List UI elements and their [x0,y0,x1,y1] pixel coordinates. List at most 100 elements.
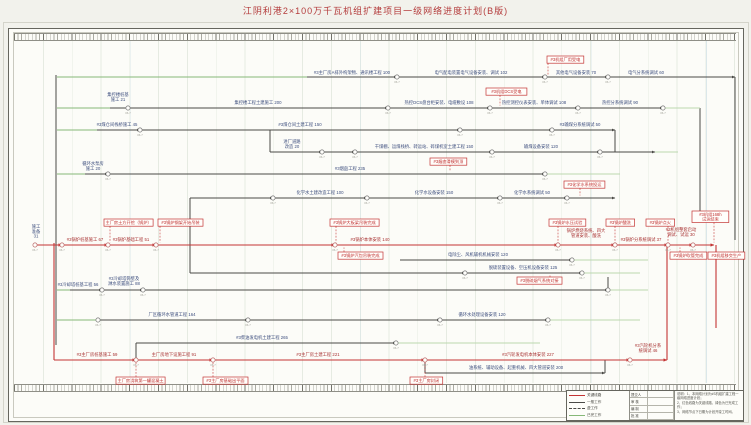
edges-layer [35,75,736,375]
event-node [597,149,603,155]
event-node [575,105,581,111]
node-date: 06-7 [105,248,111,252]
node-date: 06-7 [597,155,603,159]
node-date: 06-7 [133,363,139,367]
activity-label: 集控楼桩基施工 21 [107,91,129,103]
legend-item: 关键线路 [567,393,629,398]
event-node [32,242,38,248]
node-date: 06-7 [394,80,400,84]
milestone-box [202,376,249,385]
milestone-box [691,210,730,223]
page-title: 江阴利港2×100万千瓦机组扩建项目一级网络进度计划(B版) [242,6,509,16]
event-node [352,149,358,155]
legend-item: 已完工作 [567,413,629,418]
milestone-label: 主厂房浇筑第一罐混凝土 [118,377,164,384]
node-date: 06-7 [319,155,325,159]
activity-label: #3输煤分系统调试 50 [560,121,601,128]
node-date: 06-7 [542,80,548,84]
node-date: 06-7 [660,111,666,115]
legend: 关键线路一般工作 虚工作已完工作 [567,391,630,420]
event-node [564,195,570,201]
event-node [105,242,111,248]
legend-line-sample [569,401,585,403]
node-date: 06-7 [137,133,143,137]
event-node [105,171,111,177]
activity-label: 热控测控仪表安装、单体调试 108 [502,99,567,106]
activity-label: #3汽轮发电机本体安装 227 [502,351,554,358]
event-node [497,195,503,201]
activity-label: #3锅炉基础工程 51 [113,236,150,243]
node-date: 06-7 [457,133,463,137]
event-node [555,242,561,248]
milestone-box [563,180,606,189]
node-date: 06-7 [612,248,618,252]
event-node [579,270,585,276]
milestone-label: #3锅炉酸洗 [610,219,632,226]
event-node [332,242,338,248]
activity-label: 化学水系统调试 50 [514,189,551,196]
event-node [133,357,139,363]
node-date: 06-7 [95,323,101,327]
month-gridlines [15,40,735,383]
node-date: 06-7 [422,363,428,367]
node-date: 06-7 [393,346,399,350]
event-node [569,257,575,263]
node-date: 06-7 [497,201,503,205]
activity-label: #3主厂房土建工程 221 [296,351,340,358]
event-node [665,242,671,248]
milestone-label: #3锅炉大板梁吊装完成 [333,219,375,226]
node-date: 06-7 [627,363,633,367]
activity-label: #3主厂房A排外构架物、通讯楼工程 100 [314,69,391,76]
activity-label: 循环水处理设备安装 120 [458,311,506,318]
activity-label: 主厂房地下设施工程 91 [152,351,197,358]
activity-label: 热控DCS盘台柜安装、电缆敷设 108 [405,99,475,106]
titleblock-row-value [648,391,674,399]
node-date: 06-7 [690,248,696,252]
activity-label: 化学水设备安装 150 [415,189,454,196]
milestone-box [669,251,708,260]
node-date: 06-7 [462,276,468,280]
milestone-box [157,218,204,227]
activity-label: 进厂道路改造 20 [283,138,301,150]
event-node [605,74,611,80]
milestone-box [707,251,746,260]
milestone-label: #3烟囱滑模到顶 [434,158,465,165]
activity-label: #3机组整套启动调试、试运 30 [666,226,697,238]
activity-label: #3主厂房桩基施工 59 [77,351,118,358]
activity-label: 循环水泵房施工 20 [82,160,103,172]
milestone-label: #3锅炉汽包吊装完成 [341,252,379,259]
legend-item: 一般工作 [567,400,629,405]
milestone-label: #3脱硫烟气系统对接 [520,277,559,284]
activity-label: 其他电气设备安装 70 [556,69,597,76]
activity-label: #3烟囱工程 235 [335,165,366,172]
event-node [462,270,468,276]
milestone-label: #3机组移交生产 [712,252,742,259]
node-date: 06-7 [665,248,671,252]
activity-label: 输煤设备安装 120 [524,143,559,150]
milestone-box [337,251,384,260]
milestone-box [548,218,587,227]
milestone-box [115,376,166,385]
event-node [549,127,555,133]
node-date: 06-7 [99,293,105,297]
node-date: 06-7 [487,111,493,115]
milestone-box [329,218,380,227]
node-date: 06-7 [542,177,548,181]
milestone-label: #3主厂房基础出平面 [206,377,244,384]
legend-label: 虚工作 [587,406,598,411]
node-date: 06-7 [332,248,338,252]
titleblock-note-line: 说明：1、本网络计划为#3机组扩建工程一级网络进度计划； [677,392,739,401]
milestone-label: #3锅炉钢架开始吊装 [161,219,200,226]
event-node [457,127,463,133]
activity-label: 油系统、辅助设备、起重机械、四大管道安装 200 [469,364,564,371]
legend-line-sample [569,408,585,410]
event-node [210,357,216,363]
node-date: 06-7 [579,276,585,280]
event-node [545,317,551,323]
titleblock-row-value [648,398,674,406]
activity-label: #3锅炉本体安装 140 [351,236,391,243]
milestone-box [409,376,444,385]
node-date: 06-7 [605,80,611,84]
timeline-ruler-bottom [14,384,736,392]
